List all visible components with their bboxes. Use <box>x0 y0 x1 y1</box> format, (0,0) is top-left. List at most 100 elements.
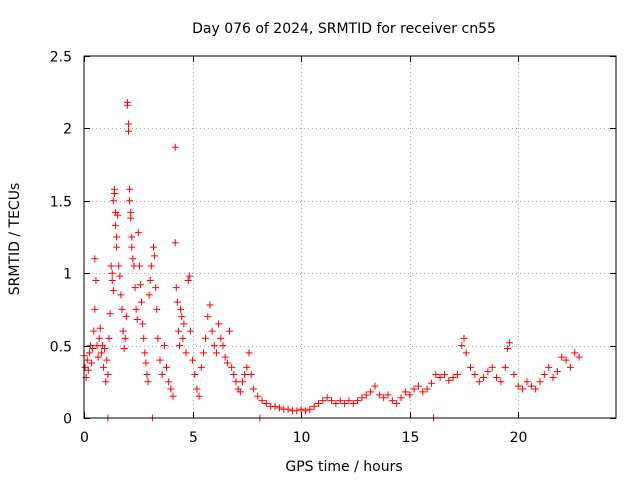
y-tick-label: 2 <box>63 122 72 138</box>
y-tick-label: 2.5 <box>50 50 72 66</box>
data-point <box>506 339 514 347</box>
data-point <box>141 349 149 357</box>
data-point <box>171 143 179 151</box>
data-point <box>388 397 396 405</box>
data-point <box>180 320 188 328</box>
data-point <box>179 334 187 342</box>
data-point <box>254 392 262 400</box>
data-point <box>354 397 362 405</box>
data-point <box>219 342 227 350</box>
data-point <box>371 382 379 390</box>
plot-frame <box>83 55 617 419</box>
data-point <box>358 394 366 402</box>
data-point <box>156 356 164 364</box>
data-point <box>293 407 301 415</box>
data-point <box>126 197 134 205</box>
data-point <box>532 385 540 393</box>
data-point <box>545 363 553 371</box>
data-point <box>145 291 153 299</box>
data-point <box>154 334 162 342</box>
data-point <box>96 324 104 332</box>
data-point <box>116 272 124 280</box>
data-point <box>503 344 511 352</box>
data-point <box>241 371 249 379</box>
data-point <box>514 382 522 390</box>
data-point <box>114 211 122 219</box>
data-point <box>123 101 131 109</box>
data-point <box>460 334 468 342</box>
data-point <box>125 127 133 135</box>
data-point <box>258 397 266 405</box>
data-point <box>149 243 157 251</box>
data-point <box>189 356 197 364</box>
data-point <box>212 349 220 357</box>
data-point <box>208 327 216 335</box>
data-point <box>125 120 133 128</box>
data-point <box>89 344 97 352</box>
data-point <box>549 373 557 381</box>
data-point <box>84 366 92 374</box>
x-tick-label: 20 <box>510 430 528 446</box>
data-point <box>480 373 488 381</box>
x-tick-label: 0 <box>80 430 89 446</box>
data-point <box>193 385 201 393</box>
data-point <box>453 371 461 379</box>
data-point <box>249 385 257 393</box>
data-point <box>140 334 148 342</box>
data-point <box>186 327 194 335</box>
data-point <box>315 400 323 408</box>
data-point <box>362 391 370 399</box>
data-point <box>151 252 159 260</box>
data-point <box>142 359 150 367</box>
data-point <box>336 397 344 405</box>
data-point <box>536 378 544 386</box>
data-point <box>160 342 168 350</box>
data-point <box>108 269 116 277</box>
chart-title: Day 076 of 2024, SRMTID for receiver cn5… <box>192 21 496 37</box>
data-point <box>349 400 357 408</box>
data-point <box>493 373 501 381</box>
data-point <box>467 363 475 371</box>
data-point <box>217 334 225 342</box>
data-point <box>558 353 566 361</box>
data-point <box>401 388 409 396</box>
data-point <box>445 376 453 384</box>
data-point <box>397 394 405 402</box>
data-point <box>129 255 137 263</box>
data-point <box>225 327 233 335</box>
data-point <box>204 313 212 321</box>
data-point <box>105 334 113 342</box>
data-point <box>197 363 205 371</box>
axes-layer: 0 0.5 1 1.5 2 2.5 0 5 10 15 20 <box>50 50 616 446</box>
y-axis-label: SRMTID / TECUs <box>7 183 23 296</box>
data-point <box>172 284 180 292</box>
data-point <box>488 363 496 371</box>
data-point <box>275 404 283 412</box>
data-point <box>94 353 102 361</box>
data-point <box>81 363 89 371</box>
data-point <box>471 371 479 379</box>
data-point <box>475 378 483 386</box>
data-points <box>80 98 583 422</box>
data-point <box>332 400 340 408</box>
data-point <box>132 305 140 313</box>
data-point <box>95 334 103 342</box>
data-point <box>165 378 173 386</box>
x-tick-label: 15 <box>402 430 420 446</box>
data-point <box>115 262 123 270</box>
data-point <box>133 316 141 324</box>
data-point <box>341 400 349 408</box>
data-point <box>118 305 126 313</box>
data-point <box>144 378 152 386</box>
data-point <box>85 349 93 357</box>
data-point <box>174 327 182 335</box>
data-point <box>458 342 466 350</box>
data-point <box>215 320 223 328</box>
data-point <box>440 371 448 379</box>
data-point <box>134 229 142 237</box>
data-point <box>245 349 253 357</box>
data-point <box>423 385 431 393</box>
data-point <box>375 391 383 399</box>
data-point <box>262 400 270 408</box>
data-point <box>239 378 247 386</box>
